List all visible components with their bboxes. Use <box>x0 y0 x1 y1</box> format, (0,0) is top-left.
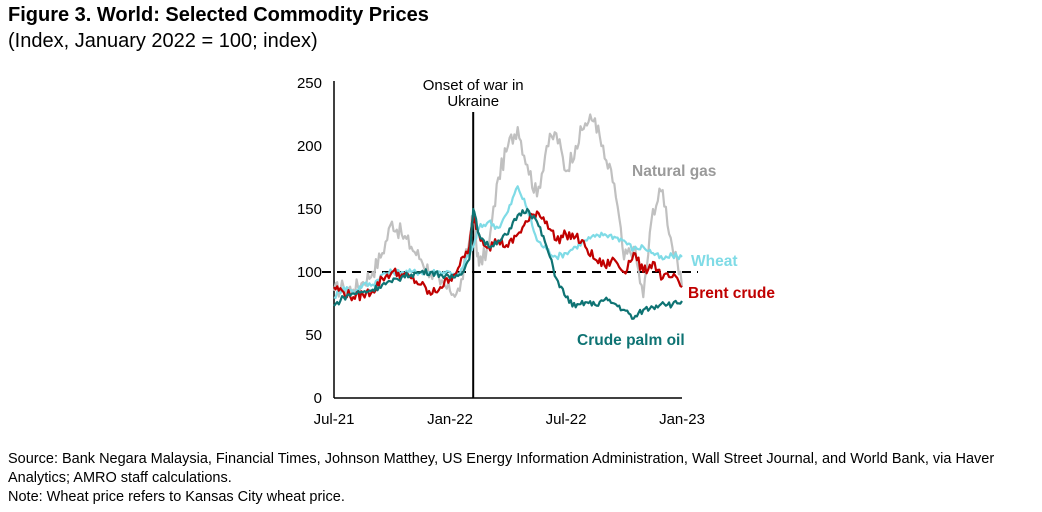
series-line-brent-crude <box>333 210 683 302</box>
series-line-wheat <box>333 185 683 299</box>
axes: 0 50 100 150 200 250 Jul-21 Jan-22 Jul-22 Jan-23 O… <box>297 75 705 428</box>
series-line-natural-gas <box>332 113 684 299</box>
war-onset-label-line2: Ukraine <box>447 93 499 110</box>
figure-title: Figure 3. World: Selected Commodity Pric… <box>8 4 429 26</box>
series-group <box>332 113 684 320</box>
y-tick-label: 100 <box>297 264 322 281</box>
x-tick-label: Jul-22 <box>546 411 587 428</box>
figure-subtitle: (Index, January 2022 = 100; index) <box>8 30 318 52</box>
y-tick-label: 0 <box>314 390 322 407</box>
series-label-wheat: Wheat <box>691 253 738 270</box>
x-tick-label: Jul-21 <box>314 411 355 428</box>
wheat-note: Note: Wheat price refers to Kansas City … <box>8 489 345 505</box>
y-tick-label: 50 <box>305 327 322 344</box>
war-onset-label-line1: Onset of war in <box>423 77 524 94</box>
source-note: Source: Bank Negara Malaysia, Financial … <box>8 451 995 486</box>
x-tick-label: Jan-22 <box>427 411 473 428</box>
series-labels: Natural gas Wheat Brent crude Crude palm oi… <box>577 163 775 349</box>
series-label-brent-crude: Brent crude <box>688 285 775 302</box>
series-label-natural-gas: Natural gas <box>632 163 716 180</box>
series-label-crude-palm-oil: Crude palm oil <box>577 332 685 349</box>
x-tick-label: Jan-23 <box>659 411 705 428</box>
y-tick-label: 250 <box>297 75 322 92</box>
footnotes: Source: Bank Negara Malaysia, Financial … <box>8 450 1038 507</box>
series-line-crude-palm-oil <box>333 207 683 320</box>
y-tick-label: 150 <box>297 201 322 218</box>
y-tick-label: 200 <box>297 138 322 155</box>
